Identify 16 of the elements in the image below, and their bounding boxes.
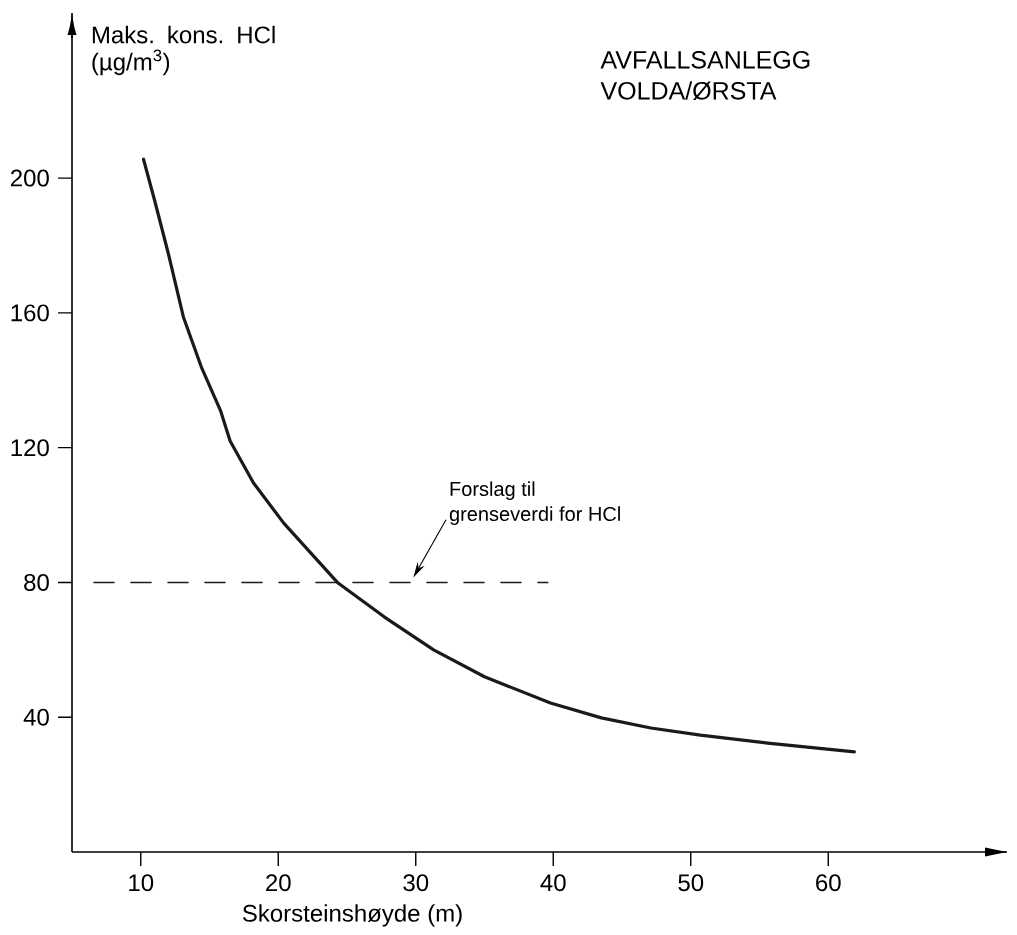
y-axis-title: Maks. kons. HCl (µg/m$^{3}$) xyxy=(92,25,275,76)
x-tick-label: 50 xyxy=(678,874,704,892)
x-tick-label: 20 xyxy=(266,874,291,892)
y-tick-label: 120 xyxy=(11,439,49,457)
text: VOLDA/ØRSTA xyxy=(600,81,777,101)
x-tick-label: 30 xyxy=(403,874,429,892)
x-axis-title: Skorsteinshøyde (m) xyxy=(242,904,462,927)
y-tick-label: 200 xyxy=(10,169,49,187)
text: AVFALLSANLEGG xyxy=(600,51,810,69)
x-tick-label: 60 xyxy=(816,874,841,892)
x-tick-label: 40 xyxy=(540,874,566,892)
y-tick-label: 80 xyxy=(24,574,49,592)
y-tick-label: 40 xyxy=(23,708,49,726)
annotation: Forslag til grenseverdi for HCl xyxy=(449,481,620,526)
y-tick-label: 160 xyxy=(11,304,49,322)
x-tick-label: 10 xyxy=(129,874,154,892)
